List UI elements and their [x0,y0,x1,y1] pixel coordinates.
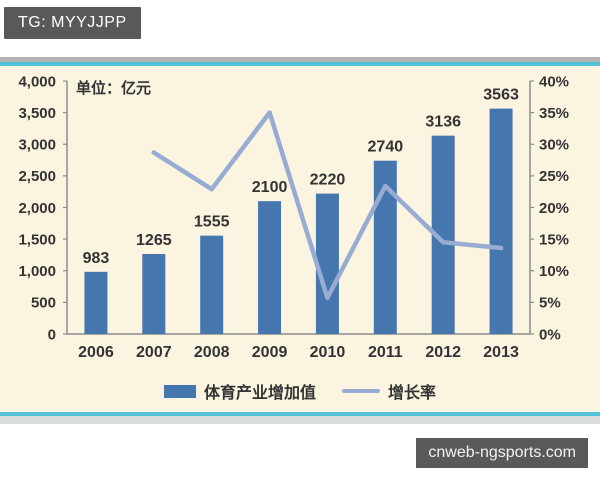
unit-label: 单位：亿元 [76,79,151,97]
bar-value-label: 2220 [310,172,346,189]
legend-bar-label: 体育产业增加值 [203,385,316,402]
left-axis-tick-label: 500 [31,295,56,312]
bar-2006 [84,271,108,334]
right-axis-tick-label: 30% [539,137,569,154]
right-axis-tick-label: 15% [539,231,569,248]
x-axis-category-label: 2008 [194,344,230,361]
chart-area: 单位：亿元 0 500 1,000 1,500 2,000 2,500 3,000 3,500 4… [0,66,600,412]
separator-gray-top [0,57,600,62]
watermark-tg-badge: TG: MYYJJPP [4,7,141,39]
bar-value-label: 3563 [483,87,519,104]
left-axis-tick-label: 3,500 [18,105,56,122]
right-axis-tick-label: 10% [539,263,569,280]
x-axis-category-label: 2006 [78,344,114,361]
left-axis-tick-label: 0 [48,326,56,343]
chart-legend: 体育产业增加值 增长率 [0,376,600,406]
growth-rate-line [151,110,504,301]
x-axis-category-label: 2013 [483,344,519,361]
bar-2007 [142,253,166,334]
separator-cyan-top [0,62,600,66]
bar-value-label: 2100 [252,179,288,196]
bar-value-label: 1265 [136,232,172,249]
separator-cyan-bottom [0,412,600,416]
legend-item-bar-series: 体育产业增加值 [163,379,316,403]
right-axis-tick-label: 35% [539,105,569,122]
bar-2008 [200,235,224,334]
bar-2011 [373,160,397,334]
bar-2012 [431,135,455,334]
bar-2010 [315,193,339,334]
left-axis-tick-label: 2,000 [18,200,56,217]
watermark-site-badge: cnweb-ngsports.com [416,438,588,468]
x-axis-category-label: 2007 [136,344,172,361]
right-axis-tick-label: 40% [539,73,569,90]
left-axis-tick-label: 1,500 [18,231,56,248]
bar-line-chart: 单位：亿元 0 500 1,000 1,500 2,000 2,500 3,000 3,500 4… [18,73,569,361]
bar-value-label: 1555 [194,214,230,231]
bar-value-label: 983 [83,250,110,267]
bar-2013 [489,108,513,334]
legend-item-line-series: 增长率 [342,379,436,403]
separator-gray-bottom [0,416,600,424]
x-axis-category-label: 2009 [252,344,288,361]
left-axis-tick-label: 2,500 [18,168,56,185]
legend-line-label: 增长率 [388,385,437,402]
x-axis-category-label: 2011 [368,344,403,361]
right-axis-tick-label: 25% [539,168,569,185]
left-axis-tick-label: 1,000 [18,263,56,280]
left-axis-tick-label: 4,000 [18,73,56,90]
bar-value-label: 2740 [368,139,404,156]
bar-value-label: 3136 [425,114,461,131]
legend-line-swatch [342,389,380,393]
right-axis-tick-label: 5% [539,295,561,312]
bar-2009 [258,201,282,334]
left-axis-tick-label: 3,000 [18,137,56,154]
x-axis-category-label: 2012 [425,344,461,361]
x-axis-category-label: 2010 [310,344,346,361]
legend-bar-swatch [163,384,196,398]
right-axis-tick-label: 20% [539,200,569,217]
right-axis-tick-label: 0% [539,326,561,343]
